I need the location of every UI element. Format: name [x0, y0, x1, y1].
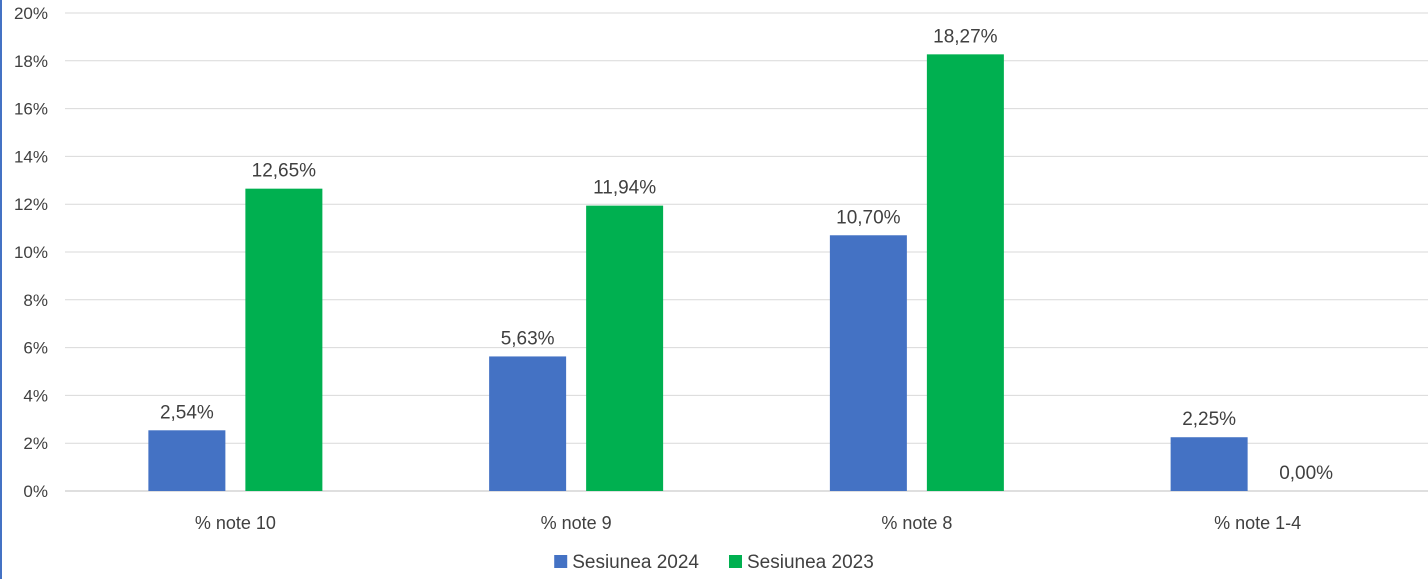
legend: Sesiunea 2024 Sesiunea 2023 — [554, 552, 874, 573]
y-tick-label: 16% — [14, 100, 48, 119]
legend-swatch — [729, 555, 742, 568]
bar-series-1 — [148, 430, 226, 491]
bar-series-1 — [829, 235, 907, 491]
bar-series-2 — [245, 188, 323, 492]
data-label: 11,94% — [593, 178, 656, 199]
category-label: % note 8 — [881, 513, 952, 533]
legend-label: Sesiunea 2023 — [747, 552, 874, 573]
y-tick-label: 0% — [23, 482, 48, 501]
y-tick-label: 2% — [23, 434, 48, 453]
data-label: 5,63% — [501, 328, 555, 349]
data-label: 2,54% — [160, 402, 214, 423]
y-tick-label: 4% — [23, 386, 48, 405]
y-tick-label: 6% — [23, 339, 48, 358]
bar-series-1 — [489, 356, 567, 491]
bar-series-2 — [586, 205, 664, 491]
category-label: % note 9 — [541, 513, 612, 533]
y-tick-label: 18% — [14, 52, 48, 71]
y-tick-label: 14% — [14, 147, 48, 166]
legend-item: Sesiunea 2023 — [729, 552, 874, 573]
y-tick-label: 10% — [14, 243, 48, 262]
legend-label: Sesiunea 2024 — [572, 552, 699, 573]
data-label: 18,27% — [933, 26, 998, 47]
y-tick-label: 8% — [23, 291, 48, 310]
y-tick-label: 20% — [14, 4, 48, 23]
legend-swatch — [554, 555, 568, 568]
y-axis-tick-labels: 0% 2% 4% 6% 8% 10% 12% 14% 16% 18% 20% — [14, 4, 48, 501]
left-border-accent — [0, 0, 2, 579]
data-label: 10,70% — [836, 207, 901, 228]
data-label: 2,25% — [1182, 409, 1236, 430]
bar-series-1 — [1170, 437, 1248, 491]
category-label: % note 1-4 — [1214, 513, 1301, 533]
bars — [148, 54, 1248, 492]
bar-series-2 — [926, 54, 1004, 492]
category-label: % note 10 — [195, 513, 276, 533]
data-label: 12,65% — [252, 161, 317, 182]
data-labels: 2,54% 12,65% 5,63% 11,94% 10,70% 18,27% 2,25% 0… — [160, 26, 1333, 484]
data-label: 0,00% — [1279, 463, 1333, 484]
x-axis-category-labels: % note 10 % note 9 % note 8 % note 1-4 — [195, 513, 1301, 533]
legend-item: Sesiunea 2024 — [554, 552, 699, 573]
y-tick-label: 12% — [14, 195, 48, 214]
